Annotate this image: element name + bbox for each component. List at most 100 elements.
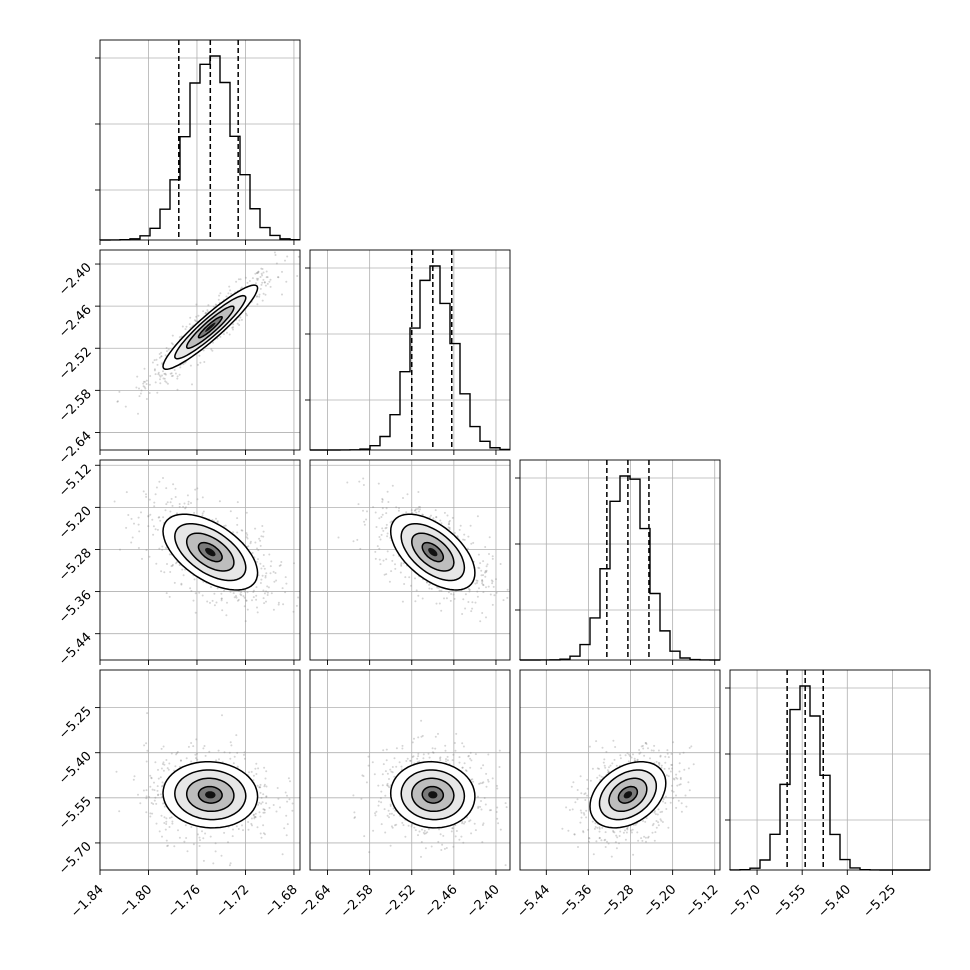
scatter-point: [470, 610, 473, 613]
scatter-point: [286, 255, 289, 258]
scatter-point: [482, 764, 485, 767]
scatter-point: [591, 767, 594, 770]
scatter-point: [473, 822, 476, 825]
scatter-point: [115, 770, 118, 773]
scatter-point: [425, 832, 427, 835]
scatter-point: [196, 487, 199, 490]
scatter-point: [198, 354, 201, 357]
scatter-point: [365, 518, 368, 521]
scatter-point: [252, 591, 255, 593]
scatter-point: [411, 756, 414, 758]
scatter-point: [220, 854, 223, 857]
scatter-point: [278, 564, 281, 567]
contour-line-0: [197, 541, 223, 563]
scatter-point: [481, 612, 484, 614]
contour-line-3: [389, 513, 476, 591]
scatter-point: [153, 781, 155, 784]
scatter-point: [388, 580, 391, 583]
panel-3-3: [725, 669, 931, 875]
scatter-point: [286, 800, 289, 803]
scatter-point: [154, 493, 157, 496]
contour-line-0: [197, 785, 223, 804]
scatter-point: [368, 851, 371, 854]
scatter-point: [176, 512, 178, 515]
scatter-point: [439, 756, 442, 759]
scatter-point: [376, 545, 379, 548]
scatter-point: [228, 864, 231, 867]
scatter-point: [363, 523, 366, 526]
scatter-point: [168, 762, 171, 765]
scatter-point: [246, 608, 249, 611]
scatter-point: [254, 541, 257, 544]
scatter-point: [139, 802, 142, 805]
scatter-point: [643, 835, 646, 838]
scatter-point: [185, 837, 188, 839]
scatter-point: [478, 782, 481, 785]
scatter-point: [487, 778, 489, 781]
scatter-point: [631, 828, 634, 831]
scatter-point: [474, 582, 477, 585]
scatter-point: [284, 591, 287, 594]
scatter-point: [468, 588, 471, 591]
scatter-point: [479, 805, 482, 808]
scatter-point: [180, 583, 183, 586]
scatter-point: [582, 812, 585, 815]
scatter-point: [444, 749, 447, 752]
scatter-point: [222, 333, 225, 336]
scatter-point: [448, 522, 451, 525]
scatter-point: [352, 794, 355, 797]
scatter-point: [382, 559, 385, 562]
scatter-point: [427, 752, 430, 755]
scatter-point: [269, 565, 272, 568]
scatter-point: [262, 271, 265, 274]
scatter-point: [262, 554, 265, 556]
scatter-point: [498, 766, 501, 768]
scatter-point: [170, 375, 173, 378]
scatter-point: [601, 746, 604, 749]
scatter-point: [400, 563, 403, 566]
scatter-point: [673, 778, 676, 781]
scatter-point: [366, 510, 368, 513]
scatter-point: [229, 757, 232, 760]
scatter-point: [292, 610, 295, 613]
scatter-point: [233, 596, 236, 599]
scatter-point: [651, 824, 654, 827]
scatter-point: [202, 837, 205, 840]
scatter-point: [257, 549, 260, 552]
x-tick-label: −1.68: [262, 882, 301, 921]
scatter-point: [477, 553, 480, 556]
scatter-point: [251, 551, 254, 554]
scatter-point: [274, 254, 277, 256]
scatter-point: [153, 359, 156, 362]
scatter-point: [454, 749, 457, 752]
scatter-point: [645, 743, 648, 745]
scatter-point: [146, 712, 149, 715]
scatter-point: [170, 565, 173, 568]
scatter-point: [404, 835, 407, 838]
scatter-point: [357, 503, 360, 506]
scatter-point: [159, 776, 162, 779]
scatter-point: [666, 749, 669, 752]
scatter-point: [180, 582, 183, 585]
scatter-point: [660, 819, 663, 822]
scatter-point: [476, 579, 479, 582]
scatter-point: [201, 512, 204, 515]
scatter-point: [196, 363, 199, 366]
scatter-point: [286, 794, 288, 797]
scatter-point: [602, 761, 605, 764]
scatter-point: [613, 758, 616, 761]
scatter-point: [661, 810, 664, 813]
scatter-point: [236, 765, 239, 768]
scatter-point: [169, 510, 172, 513]
scatter-point: [380, 823, 383, 826]
scatter-point: [499, 563, 502, 565]
scatter-point: [235, 596, 238, 599]
scatter-point: [262, 589, 265, 592]
scatter-point: [142, 382, 145, 385]
density-core: [428, 547, 438, 557]
scatter-point: [471, 778, 474, 781]
scatter-point: [158, 374, 161, 377]
scatter-point: [264, 576, 267, 579]
scatter-point: [160, 355, 163, 358]
scatter-point: [644, 836, 647, 839]
